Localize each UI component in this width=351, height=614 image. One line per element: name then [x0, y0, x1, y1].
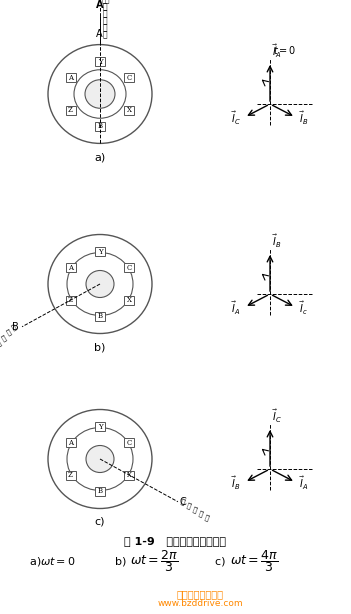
Bar — [125, 296, 134, 305]
Text: 轴: 轴 — [0, 340, 2, 347]
Text: a): a) — [30, 556, 45, 566]
Bar — [95, 487, 105, 495]
Text: 绕: 绕 — [186, 502, 192, 510]
Bar — [95, 247, 105, 256]
Text: 线: 线 — [204, 514, 210, 521]
Text: A: A — [68, 74, 73, 82]
Text: $\vec{I}_A$: $\vec{I}_A$ — [299, 475, 309, 492]
Text: A: A — [96, 0, 104, 10]
Text: C: C — [127, 439, 132, 447]
Text: b): b) — [94, 342, 106, 352]
Text: Z: Z — [68, 106, 73, 114]
Text: B: B — [98, 488, 102, 495]
Bar — [66, 296, 75, 305]
Bar — [125, 106, 134, 115]
Text: A: A — [68, 439, 73, 447]
Text: c): c) — [95, 517, 105, 527]
Text: 轴: 轴 — [198, 510, 204, 518]
Text: Y: Y — [98, 247, 102, 255]
Text: $\omega t=0$: $\omega t=0$ — [40, 555, 76, 567]
Text: 绕: 绕 — [5, 328, 12, 336]
Text: C: C — [127, 74, 132, 82]
Text: A: A — [96, 29, 102, 39]
Text: a): a) — [94, 152, 106, 162]
Bar — [95, 312, 105, 321]
Text: A: A — [68, 264, 73, 272]
Text: $\omega t=\dfrac{2\pi}{3}$: $\omega t=\dfrac{2\pi}{3}$ — [130, 548, 178, 574]
Text: X: X — [127, 106, 132, 114]
Text: B: B — [12, 322, 19, 332]
Text: C: C — [127, 264, 132, 272]
Text: $\vec{I}_A$: $\vec{I}_A$ — [231, 300, 241, 317]
Bar — [125, 263, 134, 273]
Text: B: B — [98, 313, 102, 321]
Text: X: X — [127, 296, 132, 304]
Ellipse shape — [85, 80, 115, 108]
Text: 组: 组 — [0, 334, 7, 341]
Bar — [125, 471, 134, 480]
Text: 深圳博智达机器人: 深圳博智达机器人 — [177, 589, 224, 599]
Bar — [66, 73, 75, 82]
Text: www.bzddrive.com: www.bzddrive.com — [157, 599, 243, 608]
Text: $\vec{I}_B$: $\vec{I}_B$ — [299, 109, 309, 126]
Text: B: B — [98, 122, 102, 130]
Text: 组: 组 — [103, 16, 108, 25]
Ellipse shape — [86, 446, 114, 473]
Bar — [66, 471, 75, 480]
Text: $\vec{I}_B$: $\vec{I}_B$ — [231, 475, 241, 492]
Text: $\vec{I}_C$: $\vec{I}_C$ — [231, 109, 241, 126]
Bar — [66, 106, 75, 115]
Bar — [95, 422, 105, 431]
Text: 相: 相 — [103, 30, 108, 39]
Text: Y: Y — [98, 58, 102, 66]
Ellipse shape — [86, 271, 114, 298]
Text: X: X — [127, 471, 132, 479]
Text: $\vec{I}_c$: $\vec{I}_c$ — [299, 300, 308, 317]
Bar — [125, 73, 134, 82]
Bar — [66, 438, 75, 448]
Text: 绕: 绕 — [103, 23, 108, 32]
Text: 线: 线 — [103, 2, 108, 11]
Text: $\vec{I}_A$: $\vec{I}_A$ — [272, 43, 282, 60]
Text: c): c) — [215, 556, 232, 566]
Bar — [95, 57, 105, 66]
Text: 相: 相 — [11, 323, 18, 331]
Text: 轴: 轴 — [103, 9, 108, 18]
Text: Y: Y — [98, 422, 102, 430]
Bar — [66, 263, 75, 273]
Text: $t=0$: $t=0$ — [273, 44, 296, 56]
Text: $\vec{I}_B$: $\vec{I}_B$ — [272, 233, 282, 250]
Text: C: C — [180, 497, 187, 507]
Text: Z: Z — [68, 296, 73, 304]
Bar — [125, 438, 134, 448]
Text: 图 1-9   旋转电机的旋转磁场: 图 1-9 旋转电机的旋转磁场 — [124, 536, 226, 546]
Text: $\vec{I}_C$: $\vec{I}_C$ — [272, 408, 282, 425]
Text: 相: 相 — [180, 498, 186, 505]
Bar — [95, 122, 105, 131]
Text: 组: 组 — [192, 506, 198, 513]
Text: b): b) — [115, 556, 133, 566]
Text: 相绕: 相绕 — [102, 0, 111, 2]
Text: $\omega t=\dfrac{4\pi}{3}$: $\omega t=\dfrac{4\pi}{3}$ — [230, 548, 278, 574]
Text: Z: Z — [68, 471, 73, 479]
